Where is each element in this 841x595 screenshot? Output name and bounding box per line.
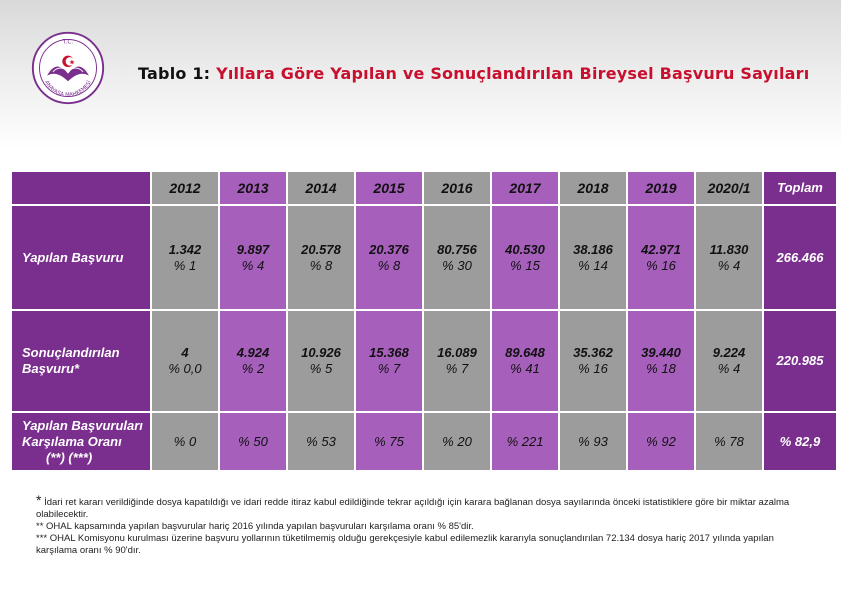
ratio-label-main: Yapılan Başvuruları Karşılama Oranı	[22, 417, 143, 449]
total-applications: 266.466	[764, 206, 836, 309]
cell-concluded-2014: 10.926% 5	[288, 311, 354, 411]
cell-concluded-2013: 4.924% 2	[220, 311, 286, 411]
constitutional-court-logo: T.C. ANAYASA MAHKEMESİ	[31, 31, 105, 105]
ratio-label-sub: (**) (***)	[46, 449, 93, 465]
year-header-2013: 2013	[220, 172, 286, 204]
total-concluded: 220.985	[764, 311, 836, 411]
cell-concluded-2012: 4% 0,0	[152, 311, 218, 411]
cell-concluded-2015: 15.368% 7	[356, 311, 422, 411]
cell-ratio-2012: % 0	[152, 413, 218, 470]
applications-table: 2012 2013 2014 2015 2016 2017 2018 2019 …	[12, 172, 836, 470]
total-header: Toplam	[764, 172, 836, 204]
year-header-2020: 2020/1	[696, 172, 762, 204]
cell-concluded-2016: 16.089% 7	[424, 311, 490, 411]
cell-ratio-2014: % 53	[288, 413, 354, 470]
cell-applications-2014: 20.578% 8	[288, 206, 354, 309]
year-header-2016: 2016	[424, 172, 490, 204]
title-main: Yıllara Göre Yapılan ve Sonuçlandırılan …	[216, 64, 810, 83]
cell-ratio-2020: % 78	[696, 413, 762, 470]
cell-concluded-2018: 35.362% 16	[560, 311, 626, 411]
cell-ratio-2015: % 75	[356, 413, 422, 470]
logo-top-text: T.C.	[62, 39, 74, 45]
header-empty-cell	[12, 172, 150, 204]
cell-applications-2020: 11.830% 4	[696, 206, 762, 309]
cell-ratio-2016: % 20	[424, 413, 490, 470]
cell-applications-2012: 1.342% 1	[152, 206, 218, 309]
footnotes: * İdari ret kararı verildiğinde dosya ka…	[36, 492, 796, 557]
row-label-ratio: Yapılan Başvuruları Karşılama Oranı (**)…	[12, 413, 150, 470]
cell-applications-2018: 38.186% 14	[560, 206, 626, 309]
cell-concluded-2019: 39.440% 18	[628, 311, 694, 411]
footnote-3: *** OHAL Komisyonu kurulması üzerine baş…	[36, 533, 774, 556]
year-header-2015: 2015	[356, 172, 422, 204]
cell-ratio-2013: % 50	[220, 413, 286, 470]
page-title: Tablo 1: Yıllara Göre Yapılan ve Sonuçla…	[138, 64, 809, 83]
cell-ratio-2018: % 93	[560, 413, 626, 470]
cell-applications-2015: 20.376% 8	[356, 206, 422, 309]
cell-concluded-2017: 89.648% 41	[492, 311, 558, 411]
year-header-2019: 2019	[628, 172, 694, 204]
row-label-applications: Yapılan Başvuru	[12, 206, 150, 309]
cell-applications-2013: 9.897% 4	[220, 206, 286, 309]
title-prefix: Tablo 1:	[138, 64, 211, 83]
year-header-2014: 2014	[288, 172, 354, 204]
cell-concluded-2020: 9.224% 4	[696, 311, 762, 411]
total-ratio: % 82,9	[764, 413, 836, 470]
row-label-concluded: Sonuçlandırılan Başvuru*	[12, 311, 150, 411]
year-header-2018: 2018	[560, 172, 626, 204]
cell-applications-2017: 40.530% 15	[492, 206, 558, 309]
cell-ratio-2019: % 92	[628, 413, 694, 470]
year-header-2017: 2017	[492, 172, 558, 204]
cell-ratio-2017: % 221	[492, 413, 558, 470]
year-header-2012: 2012	[152, 172, 218, 204]
footnote-2: ** OHAL kapsamında yapılan başvurular ha…	[36, 521, 474, 532]
cell-applications-2019: 42.971% 16	[628, 206, 694, 309]
cell-applications-2016: 80.756% 30	[424, 206, 490, 309]
footnote-1: * İdari ret kararı verildiğinde dosya ka…	[36, 492, 790, 520]
